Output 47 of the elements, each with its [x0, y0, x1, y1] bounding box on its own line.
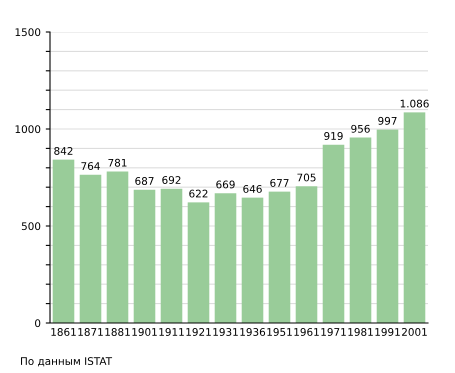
data-label: 692: [162, 176, 180, 184]
y-tick-label: 1500: [16, 28, 40, 36]
data-label: 956: [351, 124, 370, 133]
x-tick-label: 1991: [375, 328, 400, 336]
y-tick-label: 0: [35, 319, 40, 328]
y-tick-label: 500: [22, 222, 40, 230]
bar: [188, 202, 210, 323]
bar: [52, 160, 74, 323]
bar: [322, 144, 344, 323]
data-label: 764: [81, 162, 100, 170]
data-label: 842: [54, 146, 72, 155]
bar: [350, 138, 372, 323]
data-label: 781: [108, 158, 126, 167]
bar: [376, 130, 398, 323]
data-label: 669: [216, 180, 235, 188]
x-tick-label: 1971: [321, 328, 346, 336]
x-tick-label: 1871: [78, 328, 103, 336]
data-label: 919: [324, 132, 343, 140]
x-tick-label: 1951: [267, 328, 292, 336]
x-tick-label: 1981: [348, 328, 373, 336]
data-label: 705: [297, 174, 316, 182]
x-tick-label: 1861: [51, 328, 76, 336]
bar: [80, 174, 102, 323]
bar: [242, 198, 264, 323]
data-label: 677: [270, 178, 289, 187]
bar: [214, 193, 236, 323]
x-tick-label: 1961: [294, 328, 319, 336]
bar: [404, 112, 426, 323]
data-label: 646: [243, 185, 262, 193]
x-tick-label: 1901: [132, 328, 157, 336]
data-label: 687: [135, 177, 154, 185]
x-tick-label: 1911: [159, 328, 184, 336]
x-tick-label: 1921: [186, 328, 211, 336]
bar: [134, 190, 156, 323]
data-label: 997: [378, 116, 397, 125]
data-label: 1.086: [400, 100, 429, 108]
x-tick-label: 1881: [105, 328, 130, 336]
bar: [296, 186, 318, 323]
y-tick-label: 1000: [16, 125, 40, 134]
text: По данным ISTAT: [21, 357, 112, 366]
x-tick-label: 1931: [213, 328, 238, 336]
bar: [268, 192, 290, 323]
x-tick-label: 2001: [402, 328, 427, 336]
bar: [106, 171, 128, 323]
x-tick-label: 1936: [240, 328, 266, 336]
data-label: 622: [189, 190, 208, 198]
bar: [160, 188, 182, 323]
